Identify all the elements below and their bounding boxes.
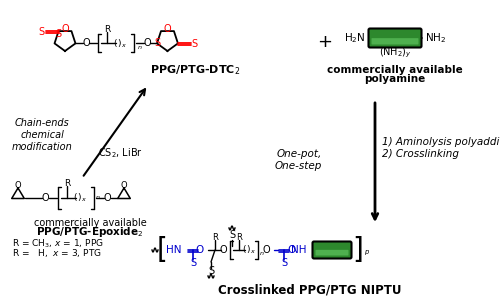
Text: (NH$_2$)$_y$: (NH$_2$)$_y$ [378,46,412,60]
Text: O: O [61,24,69,34]
FancyBboxPatch shape [316,250,348,255]
Text: O: O [144,38,152,48]
Text: O: O [196,245,204,255]
Text: R = CH$_3$, $x$ = 1, PPG: R = CH$_3$, $x$ = 1, PPG [12,238,104,250]
Text: S: S [38,27,44,37]
Text: H$_2$N: H$_2$N [344,31,366,45]
Text: One-pot,
One-step: One-pot, One-step [274,149,322,171]
Text: O: O [103,193,111,203]
Text: 1) Aminolysis polyaddition
2) Crosslinking: 1) Aminolysis polyaddition 2) Crosslinki… [382,137,500,159]
FancyBboxPatch shape [312,241,352,258]
Text: R =   H,  $x$ = 3, PTG: R = H, $x$ = 3, PTG [12,247,102,259]
Text: ($\,)_x$: ($\,)_x$ [114,37,128,50]
Text: CS$_2$, LiBr: CS$_2$, LiBr [98,146,142,160]
Text: S: S [56,29,62,39]
Text: HN: HN [166,245,182,255]
Text: O: O [82,38,90,48]
Text: R: R [104,25,110,34]
Text: ($\,)_x$: ($\,)_x$ [73,192,87,204]
Text: S: S [192,40,198,49]
Text: S: S [190,258,196,268]
Text: commercially available: commercially available [327,65,463,75]
Polygon shape [157,31,178,51]
Text: S: S [229,230,235,240]
Text: NH: NH [291,245,307,255]
Text: PPG/PTG-DTC$_2$: PPG/PTG-DTC$_2$ [150,63,240,77]
Text: commercially available: commercially available [34,218,146,228]
Text: [: [ [156,236,168,264]
Text: O: O [14,181,21,189]
FancyBboxPatch shape [372,38,418,44]
Text: R: R [236,233,242,241]
Text: S: S [281,258,287,268]
Text: O: O [219,245,227,255]
Text: ($\,)_x$: ($\,)_x$ [242,244,256,256]
Polygon shape [12,188,24,199]
Text: O: O [164,24,172,34]
Text: $_p$: $_p$ [364,247,370,257]
Text: O: O [120,181,128,189]
Text: O: O [287,245,295,255]
Text: )$_y$: )$_y$ [343,243,353,257]
FancyBboxPatch shape [368,29,422,47]
Text: $_n$: $_n$ [95,192,101,202]
Text: NH$_2$: NH$_2$ [426,31,446,45]
Polygon shape [118,188,130,199]
Text: R: R [212,233,218,241]
Text: $_n$: $_n$ [136,43,142,52]
Text: ]: ] [352,236,364,264]
Text: O: O [262,245,270,255]
Text: R: R [64,178,70,188]
Text: S: S [154,38,160,48]
Text: +: + [318,33,332,51]
Text: PPG/PTG-Epoxide$_2$: PPG/PTG-Epoxide$_2$ [36,225,144,239]
Text: Chain-ends
chemical
modification: Chain-ends chemical modification [12,118,72,152]
Text: O: O [41,193,49,203]
Text: polyamine: polyamine [364,74,426,84]
Text: Crosslinked PPG/PTG NIPTU: Crosslinked PPG/PTG NIPTU [218,284,402,296]
Text: S: S [208,266,214,276]
Text: $_n$: $_n$ [259,248,265,257]
Polygon shape [54,31,76,51]
